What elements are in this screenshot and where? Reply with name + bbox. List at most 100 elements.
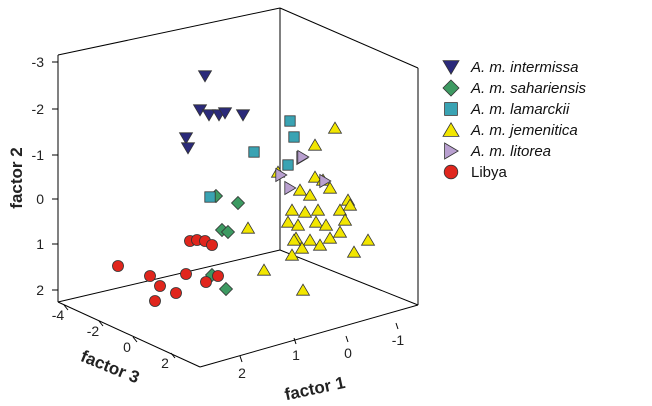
data-point <box>235 109 251 122</box>
data-point <box>284 115 296 127</box>
legend-label: A. m. litorea <box>470 143 551 160</box>
z-axis-label: factor 3 <box>78 347 142 388</box>
box-edge <box>279 249 419 306</box>
data-point <box>302 233 318 246</box>
data-point <box>308 215 324 228</box>
y-tick-label: 2 <box>36 282 44 298</box>
legend-marker <box>444 142 459 160</box>
z-tick-mark <box>98 320 104 327</box>
data-point <box>286 233 302 246</box>
legend-marker <box>442 60 460 75</box>
data-point <box>295 283 311 296</box>
z-tick-label: -2 <box>87 323 100 339</box>
data-point <box>197 70 213 83</box>
data-point <box>302 188 318 201</box>
data-point <box>112 260 124 272</box>
data-point <box>178 132 194 145</box>
data-point <box>294 241 310 254</box>
box-edge <box>199 304 419 368</box>
x-axis-label: factor 1 <box>283 373 347 404</box>
z-tick-label: 2 <box>161 355 169 371</box>
legend-marker <box>442 122 460 137</box>
legend-label: A. m. intermissa <box>470 59 579 76</box>
data-point <box>297 205 313 218</box>
x-tick-mark <box>345 335 349 343</box>
data-point <box>346 245 362 258</box>
legend-label: Libya <box>471 164 508 181</box>
data-point <box>200 276 212 288</box>
data-point <box>292 183 308 196</box>
data-point <box>256 263 272 276</box>
x-tick-label: 2 <box>238 365 246 381</box>
z-tick-mark <box>132 336 138 343</box>
chart-data-points <box>112 70 376 307</box>
data-point <box>360 233 376 246</box>
data-point <box>297 149 310 165</box>
legend-label: A. m. jemenitica <box>470 122 578 139</box>
data-point <box>310 203 326 216</box>
chart-3d-box <box>57 7 419 368</box>
data-point <box>204 191 216 203</box>
data-point <box>322 181 338 194</box>
data-point <box>149 295 161 307</box>
y-tick-label: 1 <box>36 236 44 252</box>
legend-marker <box>444 102 458 116</box>
data-point <box>284 180 297 196</box>
legend-marker <box>443 164 459 180</box>
data-point <box>307 138 323 151</box>
data-point <box>337 213 353 226</box>
data-point <box>212 270 224 282</box>
z-tick-mark <box>170 352 176 359</box>
data-point <box>319 173 332 189</box>
data-point <box>288 131 300 143</box>
x-tick-label: -1 <box>392 332 405 348</box>
data-point <box>284 248 300 261</box>
box-edge <box>57 301 201 368</box>
z-tick-label: -4 <box>52 307 65 323</box>
data-point <box>170 287 182 299</box>
data-point <box>144 270 156 282</box>
data-point <box>180 268 192 280</box>
box-edge <box>57 7 281 56</box>
z-tick-label: 0 <box>123 339 131 355</box>
data-point <box>282 159 294 171</box>
data-point <box>312 238 328 251</box>
box-edge <box>279 7 419 69</box>
data-point <box>280 215 296 228</box>
data-point <box>327 121 343 134</box>
data-point <box>248 146 260 158</box>
data-point <box>275 167 288 183</box>
data-point <box>154 280 166 292</box>
y-axis-label: factor 2 <box>7 147 26 208</box>
data-point <box>332 225 348 238</box>
x-tick-mark <box>293 337 297 345</box>
x-tick-label: 1 <box>292 347 300 363</box>
data-point <box>318 218 334 231</box>
data-point <box>240 221 256 234</box>
data-point <box>230 195 246 211</box>
x-tick-mark <box>395 322 399 330</box>
data-point <box>218 281 234 297</box>
data-point <box>307 170 323 183</box>
y-tick-label: -2 <box>32 101 45 117</box>
y-tick-label: -1 <box>32 147 45 163</box>
y-tick-label: -3 <box>32 54 45 70</box>
legend-label: A. m. lamarckii <box>470 101 570 118</box>
data-point <box>342 198 358 211</box>
legend-label: A. m. sahariensis <box>470 80 587 97</box>
data-point <box>220 224 236 240</box>
data-point <box>180 142 196 155</box>
data-point <box>322 231 338 244</box>
x-tick-label: 0 <box>344 345 352 361</box>
data-point <box>290 218 306 231</box>
z-tick-mark <box>63 304 69 311</box>
x-tick-mark <box>239 355 243 363</box>
legend-marker <box>442 79 460 97</box>
data-point <box>284 203 300 216</box>
data-point <box>201 109 217 122</box>
data-point <box>206 239 218 251</box>
y-tick-label: 0 <box>36 191 44 207</box>
chart-legend: A. m. intermissa A. m. sahariensis A. m. l… <box>442 59 587 181</box>
box-edge <box>57 249 281 303</box>
